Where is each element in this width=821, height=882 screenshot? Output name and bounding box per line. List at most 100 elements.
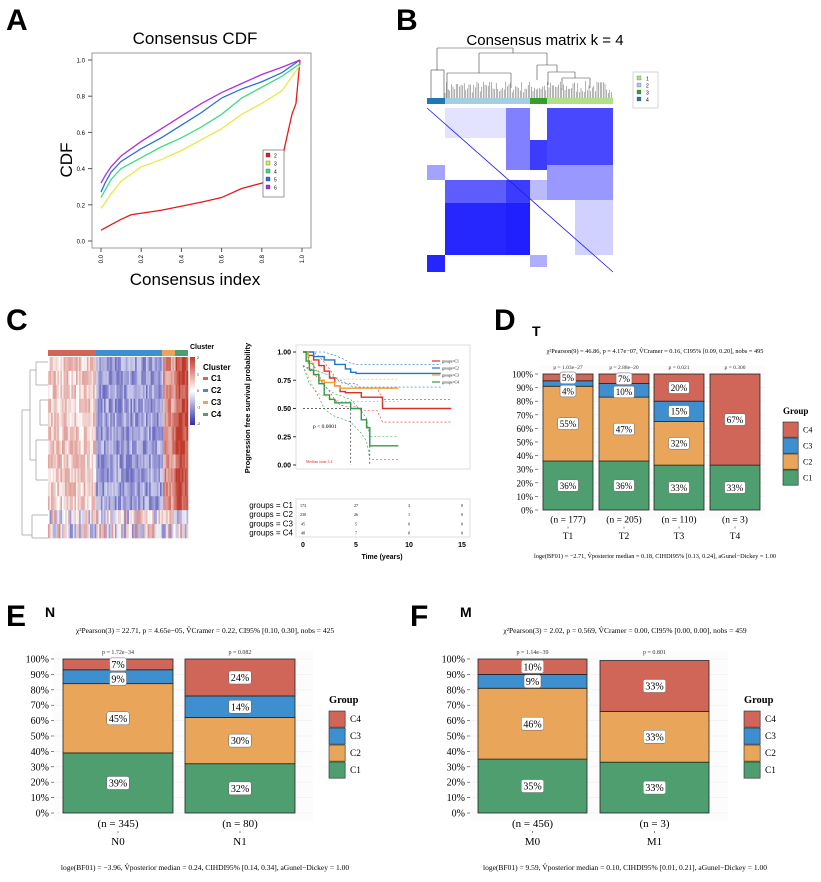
heatmap-cell bbox=[175, 370, 178, 386]
heatmap-cell bbox=[102, 482, 105, 497]
heatmap-cell bbox=[155, 454, 158, 469]
heatmap-cell bbox=[108, 468, 111, 483]
y-tick-label: 50% bbox=[31, 732, 49, 743]
cluster-annotation-4 bbox=[427, 98, 445, 104]
legend-label: C3 bbox=[350, 732, 361, 742]
y-tick-label: 100% bbox=[26, 655, 49, 666]
heatmap-cell bbox=[97, 468, 100, 483]
heatmap-cell bbox=[97, 510, 100, 525]
heatmap-cell bbox=[80, 370, 83, 386]
heatmap-cell bbox=[68, 426, 71, 441]
heatmap-cell bbox=[139, 454, 142, 469]
heatmap-cell bbox=[167, 482, 170, 497]
heatmap-cell bbox=[49, 370, 52, 386]
heatmap-cell bbox=[88, 482, 91, 497]
heatmap-cell bbox=[166, 384, 169, 400]
heatmap-cell bbox=[48, 357, 50, 372]
heatmap-cell bbox=[77, 357, 80, 372]
heatmap-cell bbox=[107, 398, 109, 413]
heatmap-cell bbox=[96, 357, 99, 372]
heatmap-cell bbox=[119, 454, 122, 469]
heatmap-cell bbox=[90, 482, 92, 497]
data-label-box bbox=[557, 417, 579, 430]
panel-label-f: F bbox=[410, 600, 428, 633]
heatmap-cell bbox=[161, 384, 164, 400]
heatmap-cell bbox=[163, 357, 165, 372]
heatmap-cell bbox=[83, 496, 86, 511]
heatmap-cell bbox=[180, 510, 183, 525]
heatmap-cell bbox=[164, 384, 167, 400]
heatmap-cell bbox=[174, 412, 176, 427]
heatmap-cell bbox=[52, 510, 55, 525]
heatmap-cell bbox=[93, 398, 95, 413]
consensus-block bbox=[427, 255, 445, 272]
heatmap-cell bbox=[99, 426, 102, 441]
heatmap-cell bbox=[100, 468, 103, 483]
heatmap-cell bbox=[102, 370, 105, 386]
confidence-band-upper bbox=[302, 351, 399, 380]
heatmap-cell bbox=[183, 510, 186, 525]
annotation-title: Cluster bbox=[190, 344, 214, 351]
heatmap-cell bbox=[85, 524, 88, 539]
colorbar-tick-label: -2 bbox=[197, 422, 200, 426]
legend-label: C4 bbox=[765, 715, 776, 725]
heatmap-cell bbox=[135, 510, 137, 525]
panel-title: T bbox=[532, 323, 541, 339]
heatmap-cell bbox=[135, 482, 137, 497]
heatmap-cell bbox=[122, 468, 125, 483]
heatmap-cell bbox=[57, 454, 60, 469]
heatmap-cell bbox=[149, 468, 151, 483]
heatmap-cell bbox=[128, 426, 131, 441]
heatmap-cell bbox=[76, 496, 78, 511]
stats-caption: loge(BF01) = −2.71, V̂posterior median =… bbox=[534, 553, 776, 560]
legend-swatch-c3 bbox=[782, 437, 799, 454]
legend-swatch-c2 bbox=[782, 453, 799, 470]
x-tick-label: T4 bbox=[730, 532, 741, 542]
risk-table-value: 0 bbox=[461, 503, 463, 508]
heatmap-cell bbox=[139, 524, 142, 539]
heatmap-cell bbox=[72, 510, 75, 525]
heatmap-cell bbox=[57, 496, 60, 511]
heatmap-cell bbox=[55, 357, 58, 372]
heatmap-cell bbox=[48, 468, 50, 483]
heatmap-cell bbox=[130, 510, 133, 525]
heatmap-cell bbox=[149, 496, 151, 511]
heatmap-cell bbox=[69, 454, 72, 469]
heatmap-cell bbox=[94, 412, 97, 427]
heatmap-cell bbox=[107, 426, 109, 441]
heatmap-cell bbox=[152, 426, 155, 441]
heatmap-cell bbox=[91, 510, 94, 525]
median-time-label: Median time:3.4 bbox=[306, 459, 332, 464]
heatmap-cell bbox=[82, 426, 85, 441]
consensus-cdf-chart: Consensus CDF 0.0 0.2 0.4 0.6 0.8 1.0 0.0 0.2 0.4… bbox=[57, 29, 312, 289]
heatmap-cell bbox=[116, 454, 119, 469]
heatmap-cell bbox=[136, 370, 139, 386]
x-tick-label: 0.0 bbox=[99, 254, 105, 263]
heatmap-cell bbox=[90, 468, 92, 483]
data-label-box bbox=[668, 405, 690, 418]
y-tick-label: 0.0 bbox=[77, 240, 86, 246]
legend-swatch-c2 bbox=[743, 744, 761, 762]
heatmap-cell bbox=[118, 370, 120, 386]
heatmap-cell bbox=[125, 524, 128, 539]
heatmap-cell bbox=[172, 398, 175, 413]
heatmap-cell bbox=[83, 468, 86, 483]
heatmap-cell bbox=[60, 482, 63, 497]
heatmap-cell bbox=[169, 468, 172, 483]
heatmap-cell bbox=[139, 412, 142, 427]
heatmap-cell bbox=[141, 468, 144, 483]
heatmap-cell bbox=[125, 454, 128, 469]
heatmap-cell bbox=[86, 510, 89, 525]
heatmap-cell bbox=[166, 370, 169, 386]
y-tick-label: 30% bbox=[447, 762, 465, 773]
heatmap-cell bbox=[119, 426, 122, 441]
heatmap-cell bbox=[48, 496, 50, 511]
heatmap-cell bbox=[96, 510, 99, 525]
heatmap-cell bbox=[149, 454, 151, 469]
heatmap-cell bbox=[71, 468, 74, 483]
heatmap-cell bbox=[147, 482, 150, 497]
heatmap-cell bbox=[68, 496, 71, 511]
heatmap-cell bbox=[110, 384, 113, 400]
heatmap-cell bbox=[167, 454, 170, 469]
heatmap-cell bbox=[77, 426, 80, 441]
